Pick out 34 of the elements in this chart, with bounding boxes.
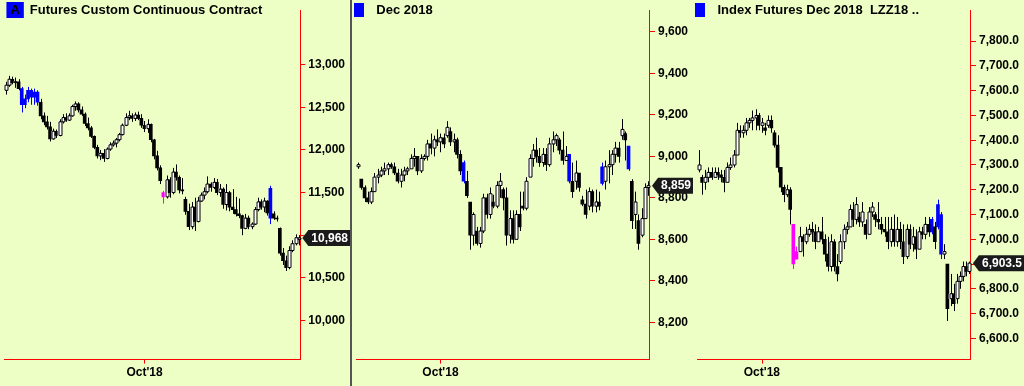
y-tick-label: 9,400 — [657, 65, 689, 80]
y-tick-label: 6,700.0 — [978, 305, 1020, 320]
y-tick-label: 7,000.0 — [978, 231, 1020, 246]
y-tick-label: 12,500 — [308, 99, 346, 114]
y-tick-label: 7,300.0 — [978, 157, 1020, 172]
y-tick-label: 6,800.0 — [978, 281, 1020, 296]
y-tick-label: 6,600.0 — [978, 330, 1020, 345]
x-tick-label: Oct'18 — [743, 365, 781, 380]
x-tick-label: Oct'18 — [422, 365, 459, 380]
y-tick-label: 9,200 — [657, 107, 689, 122]
y-tick-label: 7,600.0 — [978, 82, 1020, 97]
y-tick-label: 7,200.0 — [978, 182, 1020, 197]
y-tick-label: 11,500 — [308, 184, 345, 199]
y-tick-label: 7,800.0 — [978, 33, 1020, 48]
annotation: A — [10, 2, 21, 18]
y-tick-label: 9,000 — [657, 148, 689, 163]
y-tick-label: 13,000 — [308, 57, 346, 72]
y-tick-label: 8,400 — [657, 273, 689, 288]
text: 10,968 — [311, 230, 349, 245]
chart-title: Dec 2018 — [376, 2, 433, 18]
y-tick-label: 9,600 — [657, 24, 689, 39]
y-tick-label: 10,000 — [308, 312, 346, 327]
y-tick-label: 7,500.0 — [978, 107, 1020, 122]
y-tick-label: 12,000 — [308, 142, 346, 157]
y-tick-label: 8,600 — [657, 231, 689, 246]
y-tick-label: 10,500 — [308, 270, 346, 285]
y-tick-label: 7,700.0 — [978, 58, 1020, 73]
chart-title: Futures Custom Continuous Contract — [29, 2, 264, 18]
y-tick-label: 7,400.0 — [978, 132, 1020, 147]
chart-title: Index Futures Dec 2018 LZZ18 .. — [717, 2, 920, 18]
text: 6,903.5 — [981, 255, 1023, 270]
y-tick-label: 8,200 — [657, 314, 689, 329]
y-tick-label: 7,100.0 — [978, 206, 1020, 221]
x-tick-label: Oct'18 — [126, 365, 163, 380]
